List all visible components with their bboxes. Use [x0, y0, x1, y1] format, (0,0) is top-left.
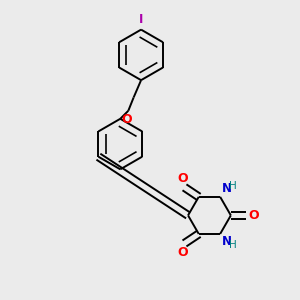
Text: N: N: [222, 182, 232, 195]
Text: H: H: [229, 241, 237, 250]
Text: O: O: [178, 172, 188, 185]
Text: O: O: [248, 209, 259, 222]
Text: O: O: [122, 113, 132, 126]
Text: H: H: [229, 181, 237, 191]
Text: I: I: [139, 13, 143, 26]
Text: N: N: [222, 236, 232, 248]
Text: O: O: [178, 246, 188, 259]
